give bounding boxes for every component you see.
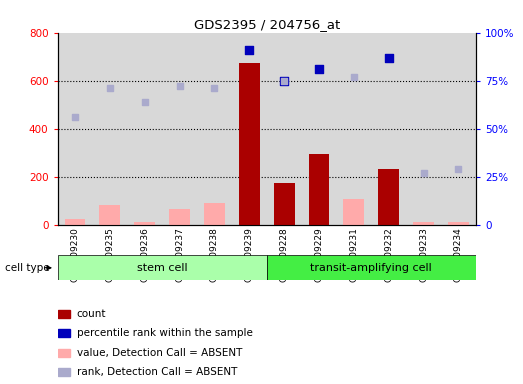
Text: percentile rank within the sample: percentile rank within the sample [77, 328, 253, 338]
Bar [413, 222, 434, 225]
Point [384, 55, 393, 61]
Bar [378, 169, 399, 225]
Bar [309, 154, 329, 225]
Bar [134, 222, 155, 225]
Point [71, 114, 79, 120]
Point [454, 166, 463, 172]
Point [175, 83, 184, 89]
Title: GDS2395 / 204756_at: GDS2395 / 204756_at [194, 18, 340, 31]
Text: transit-amplifying cell: transit-amplifying cell [311, 263, 432, 273]
Text: count: count [77, 309, 106, 319]
Bar [58, 368, 71, 376]
Bar [58, 255, 267, 280]
Bar [58, 310, 71, 318]
Bar [169, 209, 190, 225]
Bar [344, 199, 365, 225]
Point [141, 99, 149, 105]
Bar [448, 222, 469, 225]
Bar [58, 329, 71, 338]
Bar [64, 219, 85, 225]
Text: rank, Detection Call = ABSENT: rank, Detection Call = ABSENT [77, 367, 237, 377]
Bar [239, 63, 260, 225]
Text: stem cell: stem cell [137, 263, 187, 273]
Bar [274, 183, 294, 225]
Point [210, 85, 219, 91]
Bar [99, 205, 120, 225]
Bar [267, 255, 476, 280]
Text: cell type: cell type [5, 263, 50, 273]
Text: value, Detection Call = ABSENT: value, Detection Call = ABSENT [77, 348, 242, 358]
Point [245, 47, 254, 53]
Point [350, 74, 358, 80]
Point [280, 78, 288, 84]
Point [315, 66, 323, 72]
Point [280, 78, 288, 84]
Bar [204, 203, 225, 225]
Point [106, 85, 114, 91]
Bar [58, 349, 71, 357]
Point [419, 170, 428, 176]
